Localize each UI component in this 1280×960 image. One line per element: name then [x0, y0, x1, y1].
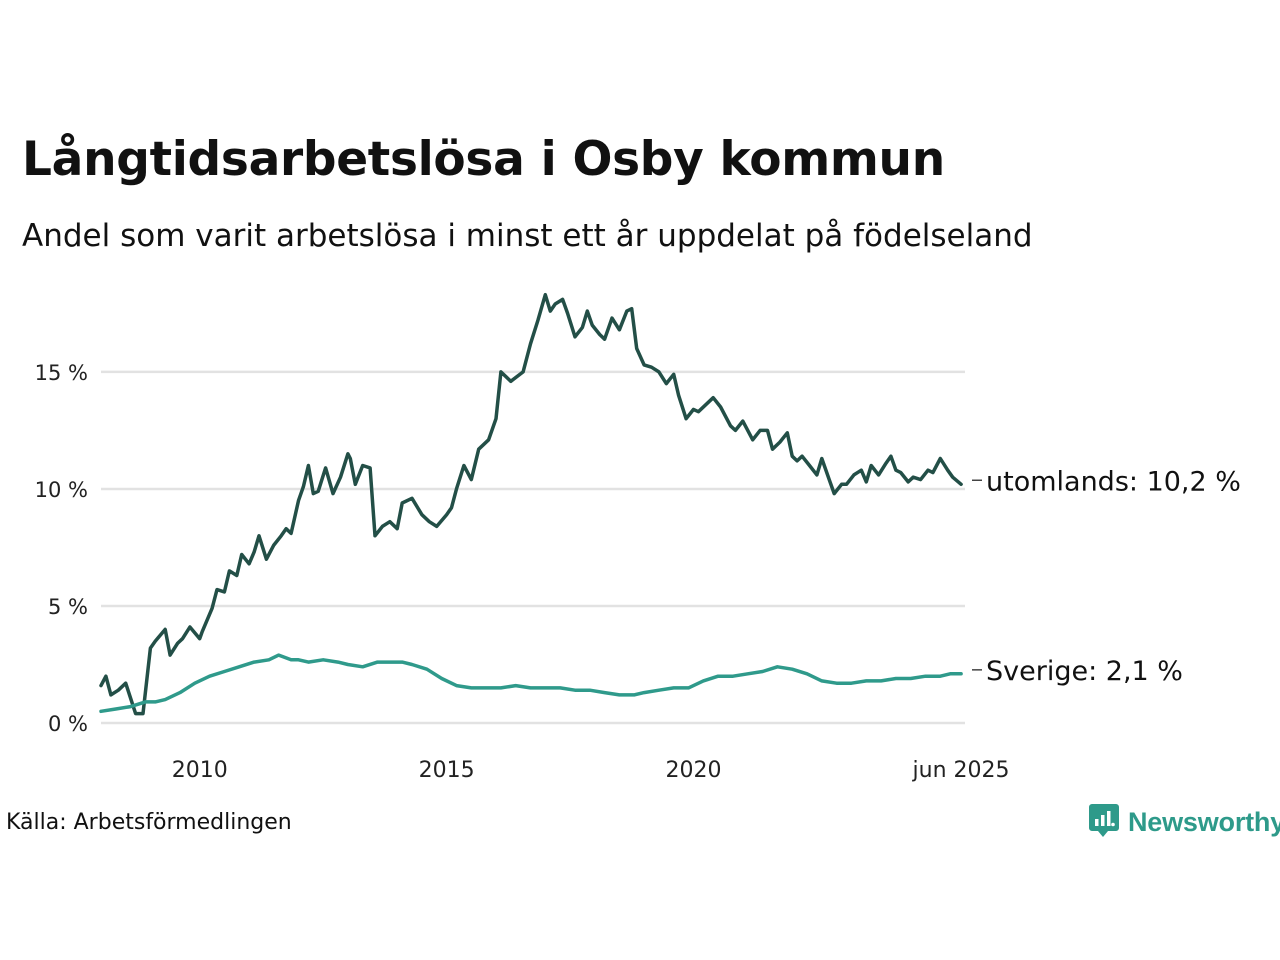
series-lines	[99, 292, 963, 716]
source-note: Källa: Arbetsförmedlingen	[6, 810, 292, 835]
x-tick-label: 2020	[665, 758, 721, 783]
chart-subtitle: Andel som varit arbetslösa i minst ett å…	[22, 218, 1033, 254]
newsworthy-logo-icon	[1088, 802, 1120, 842]
gridlines	[101, 370, 965, 725]
series-end-labels: utomlands: 10,2 % Sverige: 2,1 %	[972, 466, 1241, 687]
chart-title: Långtidsarbetslösa i Osby kommun	[22, 132, 945, 187]
series-line-utomlands	[99, 292, 963, 716]
brand-name: Newsworthy	[1128, 806, 1280, 837]
x-tick-label: jun 2025	[912, 758, 1010, 783]
end-label-sverige: Sverige: 2,1 %	[986, 656, 1183, 687]
y-tick-label: 5 %	[48, 595, 88, 619]
x-tick-label: 2015	[419, 758, 475, 783]
brand-logo[interactable]: Newsworthy	[1088, 802, 1280, 842]
y-tick-label: 0 %	[48, 712, 88, 736]
end-label-utomlands: utomlands: 10,2 %	[986, 466, 1241, 497]
x-tick-label: 2010	[172, 758, 228, 783]
y-tick-label: 10 %	[35, 478, 88, 502]
y-axis-tick-labels: 0 % 5 % 10 % 15 %	[35, 361, 88, 736]
x-axis-tick-labels: 2010 2015 2020 jun 2025	[172, 758, 1010, 783]
y-tick-label: 15 %	[35, 361, 88, 385]
series-line-sverige	[99, 653, 963, 714]
